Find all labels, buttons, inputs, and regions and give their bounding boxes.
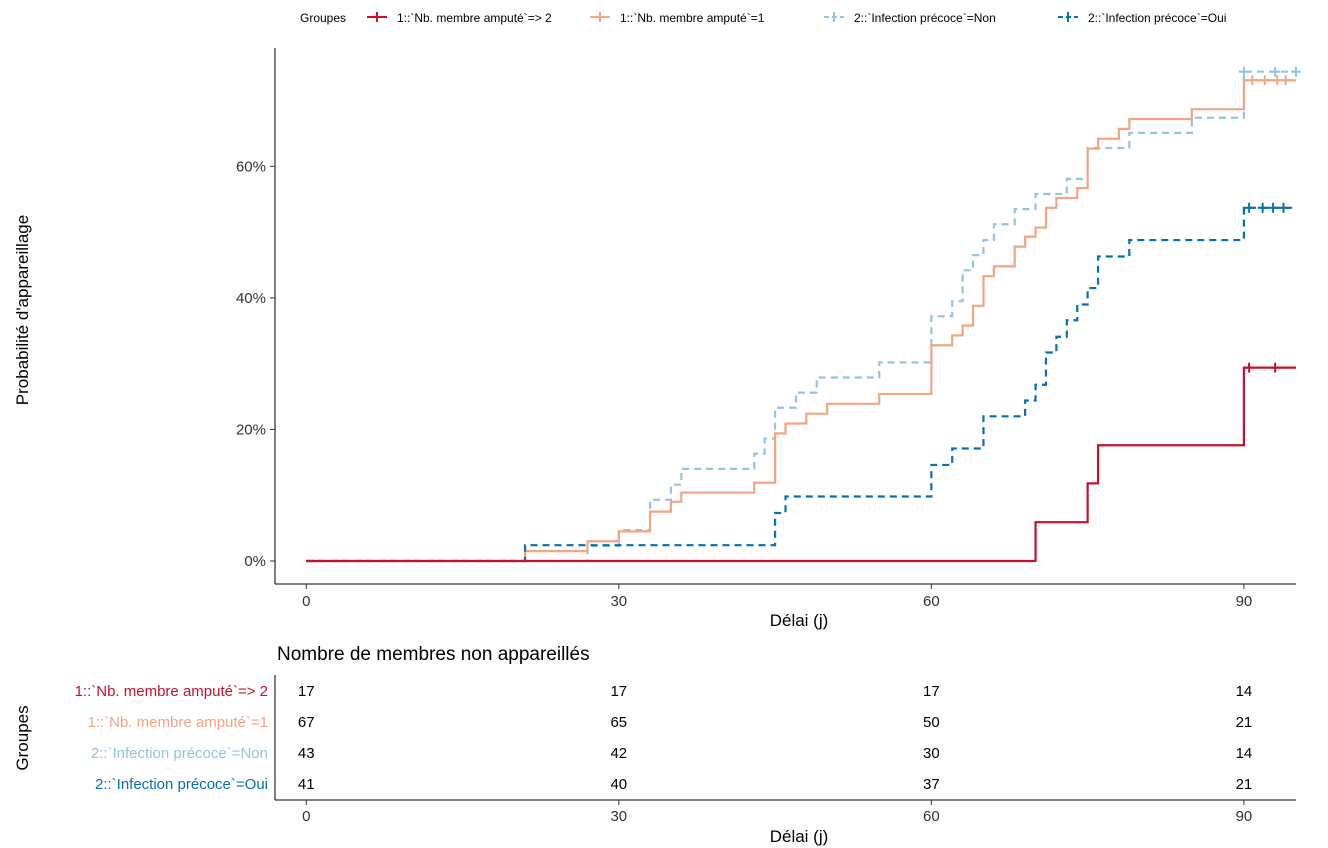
risk-count: 40 [610, 776, 627, 793]
y-tick-label: 20% [236, 421, 266, 438]
risk-table-x-axis-title: Délai (j) [770, 827, 829, 846]
censor-mark [1270, 66, 1281, 77]
risk-count: 43 [298, 745, 315, 762]
risk-count: 67 [298, 714, 315, 731]
risk-count: 17 [298, 683, 315, 700]
series-line-3 [306, 206, 1296, 563]
series-line-2 [306, 70, 1296, 563]
censor-mark [1247, 75, 1258, 86]
risk-x-tick-label: 90 [1236, 808, 1253, 825]
legend-item: 1::`Nb. membre amputé`=1 [590, 11, 765, 25]
risk-count: 41 [298, 776, 315, 793]
legend-label: 2::`Infection précoce`=Oui [1088, 11, 1226, 25]
legend-title: Groupes [300, 11, 346, 25]
y-tick-label: 40% [236, 290, 266, 307]
risk-group-label: 2::`Infection précoce`=Oui [95, 776, 268, 793]
legend-label: 1::`Nb. membre amputé`=> 2 [397, 11, 552, 25]
censor-mark [1268, 202, 1279, 213]
y-tick-label: 60% [236, 158, 266, 175]
risk-count: 14 [1236, 683, 1253, 700]
censor-mark [1244, 362, 1255, 373]
censor-mark [1272, 75, 1283, 86]
risk-group-label: 1::`Nb. membre amputé`=1 [88, 714, 269, 731]
risk-x-tick-label: 30 [610, 808, 627, 825]
censor-mark [1244, 202, 1255, 213]
y-axis-title: Probabilité d'appareillage [13, 215, 32, 405]
risk-count: 30 [923, 745, 940, 762]
x-tick-label: 90 [1236, 593, 1253, 610]
risk-table-y-axis-title: Groupes [13, 705, 32, 770]
risk-table-title: Nombre de membres non appareillés [277, 644, 590, 665]
x-axis-title: Délai (j) [770, 611, 829, 630]
x-tick-label: 0 [302, 593, 310, 610]
censor-mark [1238, 66, 1249, 77]
y-tick-label: 0% [244, 553, 266, 570]
legend-label: 1::`Nb. membre amputé`=1 [620, 11, 765, 25]
legend-label: 2::`Infection précoce`=Non [854, 11, 996, 25]
censor-mark [1280, 75, 1291, 86]
x-tick-label: 60 [923, 593, 940, 610]
censor-mark [1291, 66, 1301, 77]
risk-count: 17 [923, 683, 940, 700]
censor-mark [1278, 202, 1289, 213]
risk-count: 21 [1236, 714, 1253, 731]
risk-count: 14 [1236, 745, 1253, 762]
risk-count: 50 [923, 714, 940, 731]
risk-count: 65 [610, 714, 627, 731]
legend-item: 2::`Infection précoce`=Oui [1058, 11, 1226, 25]
risk-count: 42 [610, 745, 627, 762]
censor-mark [1257, 202, 1268, 213]
series-line-1 [306, 79, 1296, 563]
series-line-0 [306, 366, 1296, 563]
risk-group-label: 1::`Nb. membre amputé`=> 2 [75, 683, 268, 700]
legend-item: 2::`Infection précoce`=Non [824, 11, 996, 25]
risk-table: Nombre de membres non appareillés 1::`Nb… [13, 644, 1296, 846]
legend: Groupes 1::`Nb. membre amputé`=> 2 1::`Nb… [300, 11, 1226, 25]
legend-item: 1::`Nb. membre amputé`=> 2 [367, 11, 552, 25]
main-plot: 0% 20% 40% 60% 0 30 60 90 Délai (j) Probabilit… [13, 48, 1301, 630]
risk-x-tick-label: 60 [923, 808, 940, 825]
risk-x-tick-label: 0 [302, 808, 310, 825]
risk-count: 37 [923, 776, 940, 793]
risk-count: 17 [610, 683, 627, 700]
risk-group-label: 2::`Infection précoce`=Non [91, 745, 268, 762]
risk-count: 21 [1236, 776, 1253, 793]
x-tick-label: 30 [610, 593, 627, 610]
censor-mark [1270, 362, 1281, 373]
censor-mark [1259, 75, 1270, 86]
